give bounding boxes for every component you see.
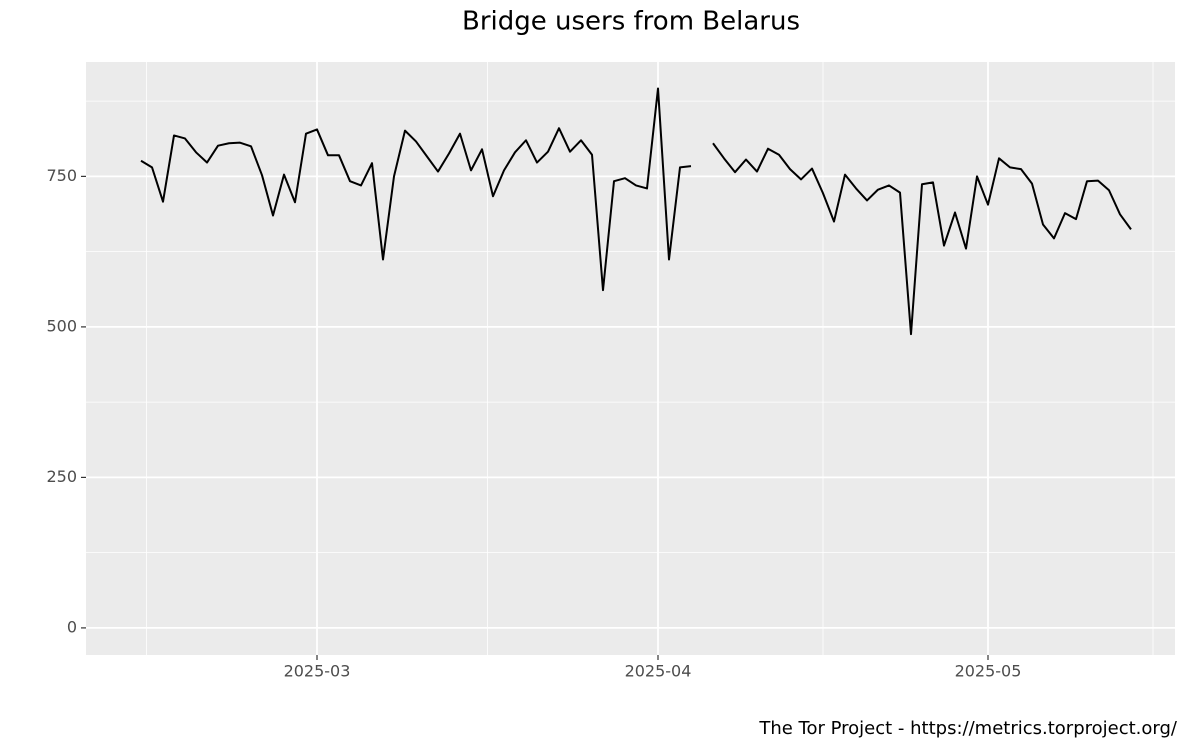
x-tick-label: 2025-03 bbox=[284, 662, 351, 681]
grid bbox=[86, 62, 1175, 655]
x-tick-label: 2025-05 bbox=[955, 662, 1022, 681]
chart-title: Bridge users from Belarus bbox=[462, 7, 800, 37]
y-tick-label: 500 bbox=[46, 316, 77, 335]
marks bbox=[140, 87, 1132, 336]
caption: The Tor Project - https://metrics.torpro… bbox=[758, 718, 1178, 739]
x-tick-label: 2025-04 bbox=[625, 662, 692, 681]
plot-panel bbox=[86, 62, 1175, 655]
y-tick-label: 0 bbox=[67, 617, 77, 636]
y-tick-label: 250 bbox=[46, 467, 77, 486]
data-line bbox=[140, 87, 1132, 336]
y-tick-label: 750 bbox=[46, 166, 77, 185]
